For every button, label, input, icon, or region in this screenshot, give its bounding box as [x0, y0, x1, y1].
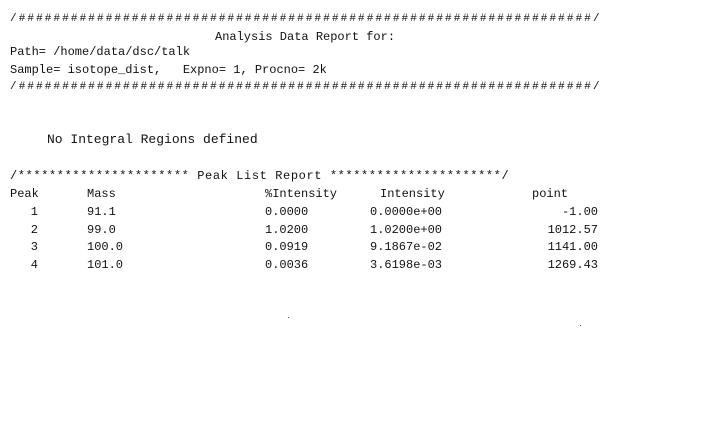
scan-speck — [580, 325, 581, 326]
cell-mass: 100.0 — [87, 240, 124, 255]
column-header-intensity: Intensity — [380, 187, 445, 201]
cell-intensity: 9.1867e-02 — [370, 240, 443, 255]
cell-pct-intensity: 0.0036 — [265, 258, 309, 273]
cell-intensity: 1.0200e+00 — [370, 222, 443, 237]
sample-line: Sample= isotope_dist, Expno= 1, Procno= … — [10, 63, 327, 77]
cell-intensity: 3.6198e-03 — [370, 258, 443, 273]
report-title: Analysis Data Report for: — [215, 30, 396, 44]
cell-point: 1012.57 — [547, 222, 598, 237]
cell-pct-intensity: 0.0000 — [265, 205, 309, 219]
cell-mass: 91.1 — [87, 205, 116, 219]
cell-intensity: 0.0000e+00 — [370, 205, 443, 219]
column-header-pct-intensity: %Intensity — [265, 187, 338, 201]
cell-peak: 2 — [30, 222, 38, 237]
path-line: Path= /home/data/dsc/talk — [10, 45, 191, 59]
cell-mass: 101.0 — [87, 258, 124, 273]
column-header-point: point — [532, 187, 569, 201]
cell-point: 1141.00 — [547, 240, 598, 255]
cell-peak: 3 — [30, 240, 38, 255]
column-header-peak: Peak — [10, 187, 39, 201]
integral-message: No Integral Regions defined — [47, 132, 258, 147]
cell-peak: 4 — [30, 258, 38, 273]
cell-pct-intensity: 1.0200 — [265, 222, 309, 237]
cell-pct-intensity: 0.0919 — [265, 240, 309, 255]
cell-point: 1269.43 — [547, 258, 598, 273]
scan-speck — [288, 317, 289, 318]
header-rule-top: /#######################################… — [10, 13, 602, 25]
peak-list-title: /********************** Peak List Report… — [10, 169, 510, 183]
cell-point: -1.00 — [561, 205, 598, 219]
header-rule-bottom: /#######################################… — [10, 81, 602, 93]
cell-peak: 1 — [30, 205, 38, 219]
cell-mass: 99.0 — [87, 222, 116, 237]
column-header-mass: Mass — [87, 187, 116, 201]
